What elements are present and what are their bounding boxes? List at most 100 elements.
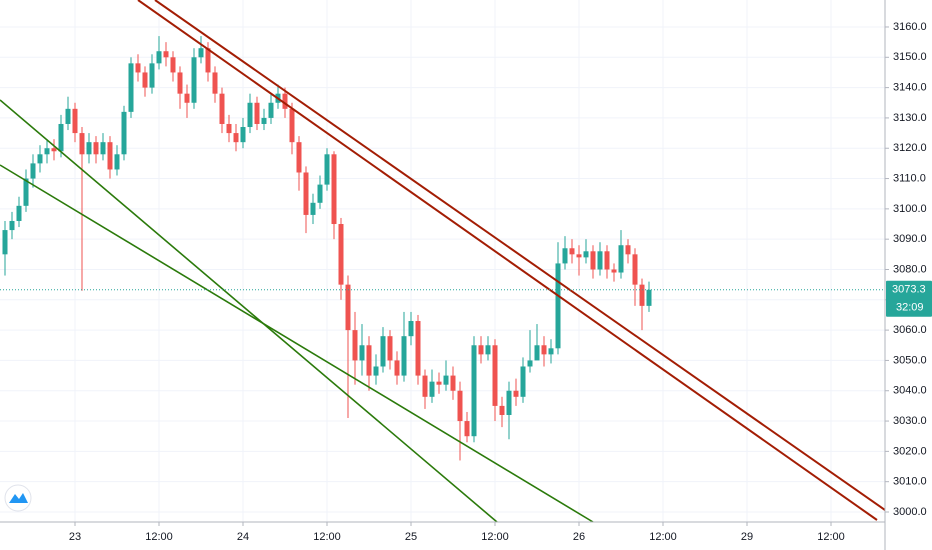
candle — [296, 136, 302, 191]
candle — [226, 114, 232, 143]
candle-body — [163, 51, 169, 58]
candle — [219, 87, 225, 134]
candle — [268, 93, 274, 124]
y-tick-label: 3020.0 — [893, 445, 927, 457]
y-tick-label: 3130.0 — [893, 112, 927, 124]
candle — [135, 54, 141, 82]
candle-body — [9, 220, 15, 231]
candle — [184, 84, 190, 118]
candle-body — [23, 178, 29, 206]
candle-body — [555, 263, 561, 349]
candle-body — [247, 102, 253, 128]
candle-body — [2, 230, 8, 255]
candle-body — [597, 251, 603, 270]
candle-body — [429, 381, 435, 397]
candle — [51, 139, 57, 161]
candle — [65, 96, 71, 131]
candle-body — [646, 289, 652, 306]
candle-body — [212, 72, 218, 94]
candle-body — [317, 184, 323, 203]
candle-body — [576, 254, 582, 258]
candle-body — [611, 269, 617, 273]
candle — [44, 139, 50, 164]
candle — [450, 366, 456, 400]
candle-body — [100, 142, 106, 155]
candle — [499, 396, 505, 428]
candle-body — [170, 57, 176, 73]
candle — [198, 36, 204, 64]
candle — [100, 133, 106, 161]
candle — [443, 360, 449, 391]
candle-body — [632, 254, 638, 285]
candle — [352, 311, 358, 385]
candle-body — [562, 248, 568, 264]
candle-body — [44, 148, 50, 155]
candle — [9, 211, 15, 240]
candle-body — [72, 108, 78, 134]
candle-body — [527, 360, 533, 367]
candle — [373, 354, 379, 385]
candle-body — [296, 142, 302, 173]
x-tick-label: 12:00 — [313, 531, 341, 543]
candle — [338, 217, 344, 300]
logo — [4, 484, 32, 512]
candle-body — [51, 148, 57, 152]
candle-body — [135, 63, 141, 73]
candle-body — [471, 345, 477, 437]
candle-body — [639, 284, 645, 306]
candle-body — [37, 154, 43, 164]
candle-body — [331, 154, 337, 225]
candle — [58, 114, 64, 158]
y-tick-label: 3110.0 — [893, 172, 926, 184]
candle — [506, 381, 512, 440]
candle — [534, 324, 540, 361]
last-price-label: 3073.3 — [892, 284, 926, 296]
candle — [303, 166, 309, 234]
x-tick-label: 12:00 — [481, 531, 509, 543]
axes: 3000.0 3010.0 3020.0 3030.0 3040.0 3050.0 3060… — [0, 21, 932, 543]
candle — [618, 230, 624, 279]
candle — [555, 242, 561, 355]
candle — [156, 36, 162, 70]
candle — [359, 324, 365, 376]
candle — [170, 51, 176, 82]
candle — [562, 236, 568, 270]
last-price-box — [886, 280, 932, 317]
y-tick-label: 3150.0 — [893, 51, 927, 63]
candle — [93, 136, 99, 164]
candle-body — [618, 245, 624, 273]
candle — [114, 145, 120, 176]
candle — [408, 311, 414, 346]
candle — [485, 336, 491, 361]
candle-body — [93, 142, 99, 155]
candle-body — [345, 284, 351, 331]
candle-body — [177, 72, 183, 94]
candle — [254, 96, 260, 131]
logo-icon — [9, 493, 28, 503]
candle — [625, 239, 631, 264]
candle-body — [422, 375, 428, 397]
candle — [583, 239, 589, 264]
y-tick-label: 3060.0 — [893, 324, 927, 336]
candle-body — [121, 111, 127, 155]
countdown-label: 32:09 — [896, 302, 924, 314]
candle-body — [366, 345, 372, 376]
candle-body — [233, 133, 239, 143]
candle-body — [226, 123, 232, 134]
x-tick-label: 12:00 — [145, 531, 173, 543]
candle-body — [485, 345, 491, 355]
candle — [16, 196, 22, 228]
candle-body — [436, 381, 442, 385]
candle-body — [499, 405, 505, 415]
candle — [30, 154, 36, 188]
candle — [548, 339, 554, 364]
candle — [492, 339, 498, 422]
candle — [331, 151, 337, 240]
candle — [527, 330, 533, 373]
candle-body — [30, 163, 36, 179]
candle-body — [506, 390, 512, 415]
candle-body — [289, 108, 295, 143]
candle-body — [590, 251, 596, 270]
candle-body — [324, 154, 330, 185]
